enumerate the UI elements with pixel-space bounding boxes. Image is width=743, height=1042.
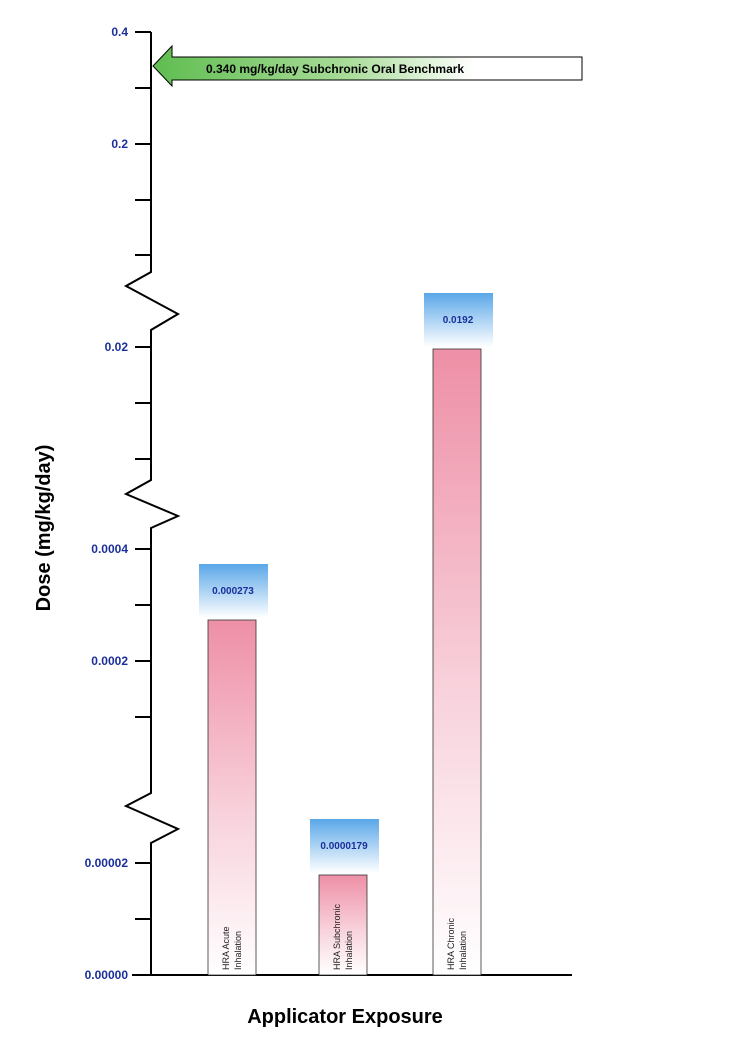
benchmark-arrow-shape: [152, 44, 583, 88]
y-ticks: [135, 31, 151, 920]
bar-group: 0.0192 HRA Chronic Inhalation: [424, 293, 493, 976]
value-box: [199, 564, 268, 618]
benchmark-arrow: 0.340 mg/kg/day Subchronic Oral Benchmar…: [152, 44, 583, 88]
y-tick-label: 0.02: [105, 340, 129, 354]
category-label: HRA Subchronic: [332, 903, 342, 970]
y-tick-label: 0.00000: [85, 968, 129, 982]
value-box: [310, 819, 379, 873]
category-label: HRA Chronic: [446, 917, 456, 970]
category-label: HRA Acute: [221, 926, 231, 970]
bar: [432, 348, 482, 976]
y-tick-label: 0.00002: [85, 856, 129, 870]
category-label: Inhalation: [233, 931, 243, 970]
value-box: [424, 293, 493, 347]
y-axis-line: [123, 32, 181, 975]
x-axis-title: Applicator Exposure: [247, 1006, 443, 1028]
bar: [207, 619, 257, 976]
y-tick-label: 0.2: [111, 137, 128, 151]
bar-group: 0.000273 HRA Acute Inhalation: [199, 564, 268, 976]
y-tick-label: 0.0002: [91, 654, 128, 668]
y-tick-label: 0.4: [111, 25, 128, 39]
category-label: Inhalation: [344, 931, 354, 970]
y-tick-labels: 0.4 0.2 0.02 0.0004 0.0002 0.00002 0.00000: [85, 25, 129, 982]
bar-group: 0.0000179 HRA Subchronic Inhalation: [310, 819, 379, 976]
category-label: Inhalation: [458, 931, 468, 970]
bar-value-label: 0.0000179: [320, 841, 368, 852]
benchmark-label: 0.340 mg/kg/day Subchronic Oral Benchmar…: [206, 62, 464, 76]
y-tick-label: 0.0004: [91, 542, 128, 556]
y-axis-title: Dose (mg/kg/day): [33, 445, 55, 612]
bar: [318, 874, 368, 976]
bar-value-label: 0.0192: [443, 315, 474, 326]
bar-value-label: 0.000273: [212, 586, 254, 597]
